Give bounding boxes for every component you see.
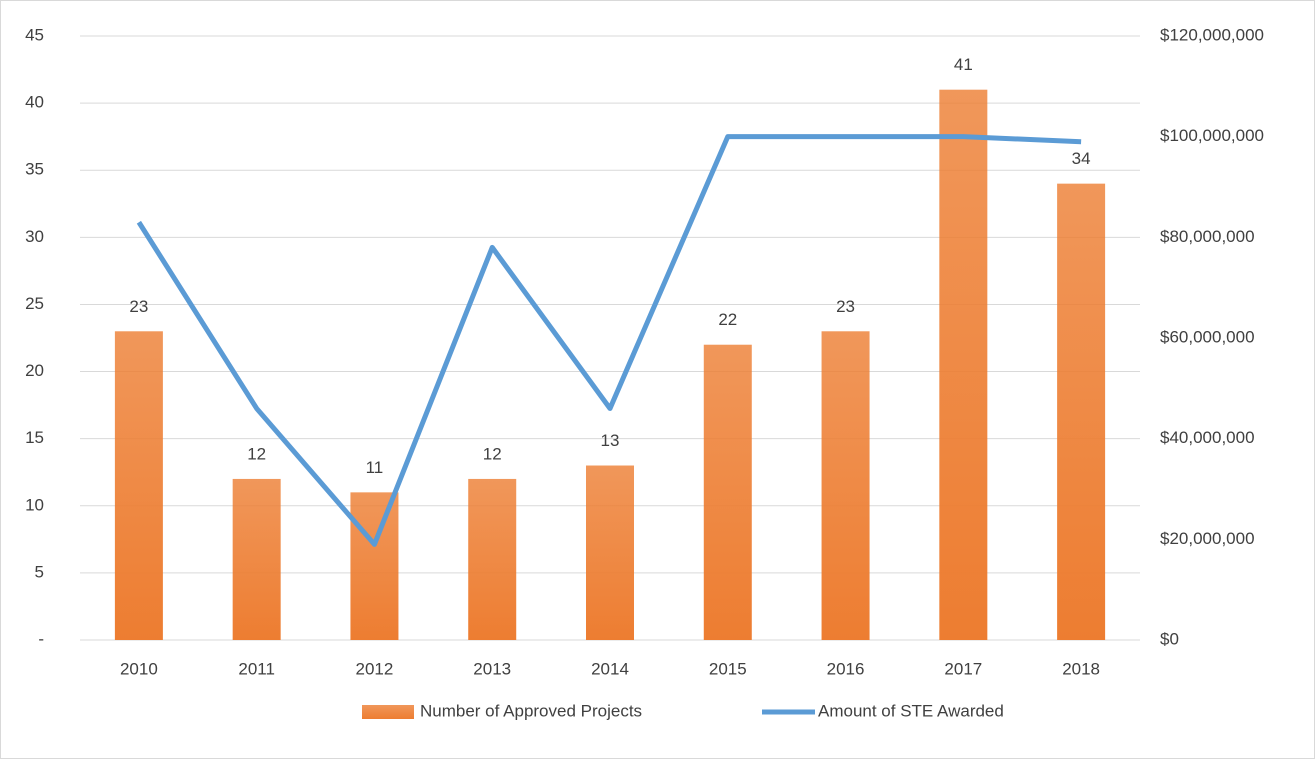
legend-swatch xyxy=(362,705,414,719)
y-tick-label: - xyxy=(38,629,44,648)
y-tick-label: 20 xyxy=(25,361,44,380)
y-tick-label: 25 xyxy=(25,294,44,313)
y2-tick-label: $0 xyxy=(1160,629,1179,648)
data-label: 23 xyxy=(836,297,855,316)
data-label: 23 xyxy=(129,297,148,316)
bar xyxy=(939,89,988,640)
x-tick-label: 2015 xyxy=(709,659,747,678)
data-label: 12 xyxy=(247,444,266,463)
data-label: 13 xyxy=(601,431,620,450)
y2-tick-label: $80,000,000 xyxy=(1160,227,1255,246)
legend-label: Amount of STE Awarded xyxy=(818,701,1004,720)
y-tick-label: 40 xyxy=(25,93,44,112)
x-tick-label: 2018 xyxy=(1062,659,1100,678)
y2-tick-label: $40,000,000 xyxy=(1160,428,1255,447)
x-tick-label: 2017 xyxy=(944,659,982,678)
y2-tick-label: $100,000,000 xyxy=(1160,126,1264,145)
x-tick-label: 2010 xyxy=(120,659,158,678)
bar xyxy=(1057,183,1106,640)
data-label: 41 xyxy=(954,55,973,74)
data-label: 11 xyxy=(366,458,384,477)
bar xyxy=(703,344,752,640)
y-tick-label: 15 xyxy=(25,428,44,447)
y-tick-label: 45 xyxy=(25,25,44,44)
x-tick-label: 2012 xyxy=(356,659,394,678)
data-label: 22 xyxy=(718,310,737,329)
y-tick-label: 35 xyxy=(25,160,44,179)
y-tick-label: 5 xyxy=(35,562,44,581)
x-tick-label: 2013 xyxy=(473,659,511,678)
bar xyxy=(350,492,399,640)
line xyxy=(136,134,1082,547)
x-tick-label: 2014 xyxy=(591,659,629,678)
x-tick-label: 2016 xyxy=(827,659,865,678)
data-label: 12 xyxy=(483,444,502,463)
y2-tick-label: $120,000,000 xyxy=(1160,25,1264,44)
legend-label: Number of Approved Projects xyxy=(420,701,642,720)
y-tick-label: 30 xyxy=(25,227,44,246)
bar xyxy=(114,331,163,640)
bar xyxy=(232,478,281,640)
y-tick-label: 10 xyxy=(25,495,44,514)
bar xyxy=(468,478,517,640)
y2-tick-label: $20,000,000 xyxy=(1160,529,1255,548)
bar xyxy=(821,331,870,640)
bar xyxy=(586,465,634,640)
x-tick-label: 2011 xyxy=(238,659,275,678)
data-label: 34 xyxy=(1072,149,1091,168)
y2-tick-label: $60,000,000 xyxy=(1160,327,1255,346)
